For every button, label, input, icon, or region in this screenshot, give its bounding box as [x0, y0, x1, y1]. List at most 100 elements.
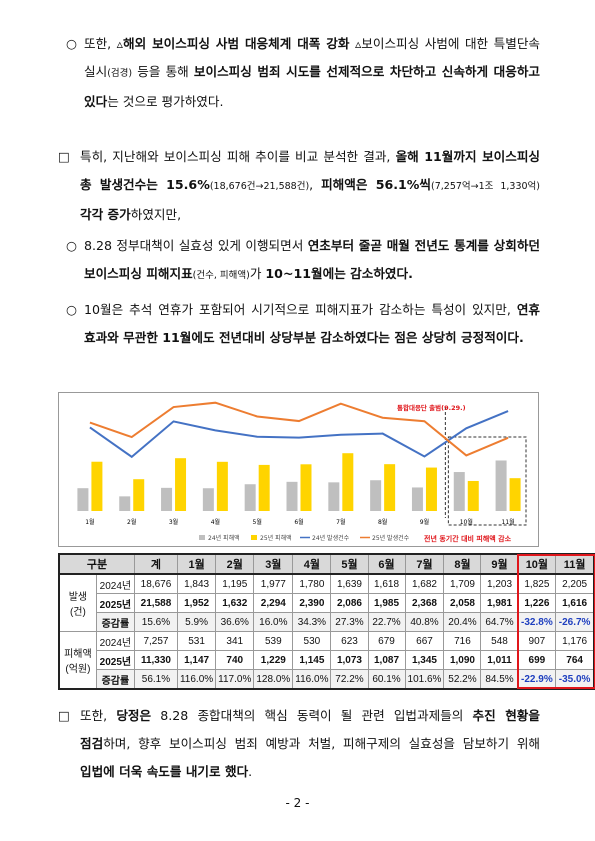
legend-label: 24년 피해액 [208, 534, 240, 542]
highlight-box [447, 436, 527, 526]
bar [216, 461, 228, 511]
table-cell: 84.5% [480, 669, 519, 690]
table-cell: 1,981 [480, 593, 519, 613]
text-run: 보이스피싱 범죄 시도를 선제적으로 차단하고 신속하게 대응하고 있다 [84, 64, 540, 109]
table-cell: -32.8% [517, 612, 557, 632]
legend-label: 25년 피해액 [260, 534, 292, 542]
x-tick-label: 3월 [169, 518, 178, 526]
bullet: ○ [66, 302, 77, 317]
table-cell: 1,226 [517, 593, 557, 613]
table-cell: 679 [367, 631, 406, 651]
table-cell: 27.3% [330, 612, 369, 632]
table-cell: 2,294 [253, 593, 294, 613]
bar [286, 481, 298, 511]
text-run: 8.28 종합대책의 핵심 동력이 될 관련 입법과제들의 [151, 708, 473, 723]
table-row: 2025년 21,588 1,952 1,632 2,294 2,390 2,086 1,98… [59, 593, 595, 613]
table-cell: 2,058 [443, 593, 482, 613]
table-cell: 1,087 [367, 650, 406, 670]
table-row: 증감률 15.6% 5.9% 36.6% 16.0% 34.3% 27.3% 22.7% 40.… [59, 612, 595, 632]
paragraph: ○ 10월은 추석 연휴가 포함되어 시기적으로 피해지표가 감소하는 특성이 있… [66, 296, 540, 352]
x-tick-label: 5월 [253, 518, 262, 526]
header-cell: 구분 [58, 553, 135, 575]
table-cell: 117.0% [215, 669, 255, 690]
table-cell: -26.7% [555, 612, 595, 632]
text-run: (건수, 피해액) [192, 270, 250, 281]
table-cell: 1,011 [480, 650, 519, 670]
bar [370, 480, 382, 511]
legend-swatch [251, 535, 257, 540]
text-run: 입법에 더욱 속도를 내기로 했다 [80, 764, 249, 779]
table-cell: 716 [443, 631, 482, 651]
annotation: 통합대응단 출범(9.29.) [397, 403, 466, 412]
text-run: 연휴 효과와 무관한 11월에도 전년대비 상당부분 감소하였다는 점은 상당히… [84, 302, 540, 345]
table-row: 발생 (건) 2024년 18,676 1,843 1,195 1,977 1,780 1,6… [58, 573, 595, 632]
bar [509, 478, 521, 511]
text-run: 가 [249, 266, 266, 281]
text-run: (검경) [107, 68, 133, 79]
table-cell: 1,977 [253, 573, 294, 594]
text-run: 등을 통해 [132, 64, 194, 79]
table-cell: 16.0% [253, 612, 294, 632]
x-tick-label: 11월 [502, 518, 515, 526]
header-cell: 11월 [555, 553, 595, 575]
table-cell: 116.0% [292, 669, 332, 690]
bullet: □ [58, 708, 70, 723]
text-run: 당정은 [116, 708, 152, 723]
table-cell: 1,203 [480, 573, 519, 594]
table-cell: 1,073 [330, 650, 369, 670]
table-cell: 128.0% [253, 669, 294, 690]
chart: 1월 2월 3월 4월 5월 6월 7월 8월 9월 10월 11월 24년 피해액 25년 피해액 24… [58, 392, 539, 547]
paragraph: □ 또한, 당정은 8.28 종합대책의 핵심 동력이 될 관련 입법과제들의 추… [58, 702, 540, 786]
table-cell: 2,368 [404, 593, 445, 613]
table-cell: 530 [292, 631, 332, 651]
header-cell: 4월 [292, 553, 332, 575]
text-run: 는 것으로 평가하였다. [107, 94, 224, 109]
group-label: 발생 (건) [58, 573, 97, 632]
table-cell: 1,176 [555, 631, 595, 651]
header-cell: 3월 [253, 553, 294, 575]
bar [425, 467, 437, 511]
group-label: 피해액 (억원) [58, 631, 97, 690]
header-cell: 5월 [330, 553, 369, 575]
bar [119, 496, 131, 511]
bullet: □ [58, 149, 70, 164]
x-tick-label: 2월 [127, 518, 136, 526]
text-run: 추진 현황을 점검 [80, 708, 540, 751]
stats-table: 구분 계 1월 2월 3월 4월 5월 6월 7월 8월 9월 10월 11월 발생 (건) 2024년 18… [58, 553, 595, 690]
table-cell: 1,618 [367, 573, 406, 594]
table-cell: 1,345 [404, 650, 445, 670]
legend-swatch [199, 535, 205, 540]
bar [244, 484, 256, 511]
x-tick-label: 1월 [85, 518, 94, 526]
table-cell: 548 [480, 631, 519, 651]
text-run: 10~11월에는 감소하였다. [265, 266, 413, 281]
header-cell: 7월 [404, 553, 445, 575]
table-cell: 341 [215, 631, 255, 651]
table-cell: 1,145 [292, 650, 332, 670]
table-cell: 1,985 [367, 593, 406, 613]
row-label: 2024년 [95, 573, 135, 594]
table-cell: 64.7% [480, 612, 519, 632]
table-cell: 5.9% [176, 612, 217, 632]
table-cell: 34.3% [292, 612, 332, 632]
table-cell: 531 [176, 631, 217, 651]
row-label: 2025년 [95, 650, 135, 670]
table-cell: 11,330 [133, 650, 178, 670]
row-label: 2025년 [95, 593, 135, 613]
table-cell: 21,588 [133, 593, 178, 613]
paragraph: ○ 8.28 정부대책이 실효성 있게 이행되면서 연초부터 줄곧 매월 전년도 … [66, 232, 540, 290]
table-cell: 1,616 [555, 593, 595, 613]
row-label: 2024년 [95, 631, 135, 651]
bar [342, 453, 354, 511]
text-run: 10월은 추석 연휴가 포함되어 시기적으로 피해지표가 감소하는 특성이 있지… [84, 302, 517, 317]
table-cell: 1,090 [443, 650, 482, 670]
table-cell: 1,825 [517, 573, 557, 594]
header-cell: 8월 [443, 553, 482, 575]
table-cell: 56.1% [133, 669, 178, 690]
table-cell: 1,843 [176, 573, 217, 594]
table-cell: 764 [555, 650, 595, 670]
header-cell: 9월 [480, 553, 519, 575]
table-cell: 1,632 [215, 593, 255, 613]
table-cell: 7,257 [133, 631, 178, 651]
bar [467, 480, 479, 511]
